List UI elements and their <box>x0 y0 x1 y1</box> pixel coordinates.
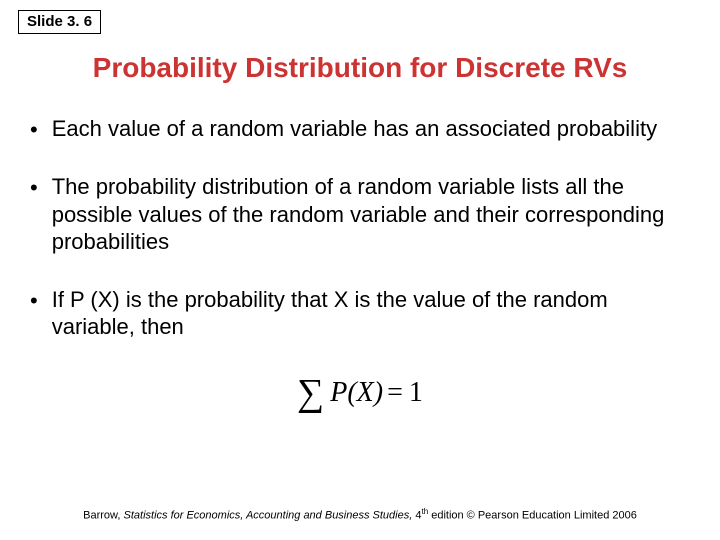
footer-book-title: Statistics for Economics, Accounting and… <box>124 510 413 522</box>
footer: Barrow, Statistics for Economics, Accoun… <box>0 507 720 522</box>
equation: ∑ P(X) = 1 <box>297 371 423 415</box>
page-title: Probability Distribution for Discrete RV… <box>0 52 720 84</box>
content-area: • Each value of a random variable has an… <box>30 115 690 415</box>
equation-px: P(X) <box>330 377 383 409</box>
bullet-marker: • <box>30 288 38 341</box>
footer-publisher: edition © Pearson Education Limited 2006 <box>428 510 637 522</box>
equation-one: 1 <box>409 377 423 409</box>
bullet-text: Each value of a random variable has an a… <box>52 115 690 143</box>
sigma-symbol: ∑ <box>297 371 324 415</box>
bullet-item: • The probability distribution of a rand… <box>30 173 690 256</box>
bullet-text: The probability distribution of a random… <box>52 173 690 256</box>
bullet-marker: • <box>30 175 38 256</box>
footer-author: Barrow, <box>83 510 123 522</box>
slide-number-box: Slide 3. 6 <box>18 10 101 34</box>
bullet-marker: • <box>30 117 38 143</box>
bullet-text: If P (X) is the probability that X is th… <box>52 286 690 341</box>
bullet-item: • Each value of a random variable has an… <box>30 115 690 143</box>
slide-number-text: Slide 3. 6 <box>27 13 92 30</box>
bullet-item: • If P (X) is the probability that X is … <box>30 286 690 341</box>
equation-container: ∑ P(X) = 1 <box>30 371 690 415</box>
equation-equals: = <box>387 377 403 409</box>
